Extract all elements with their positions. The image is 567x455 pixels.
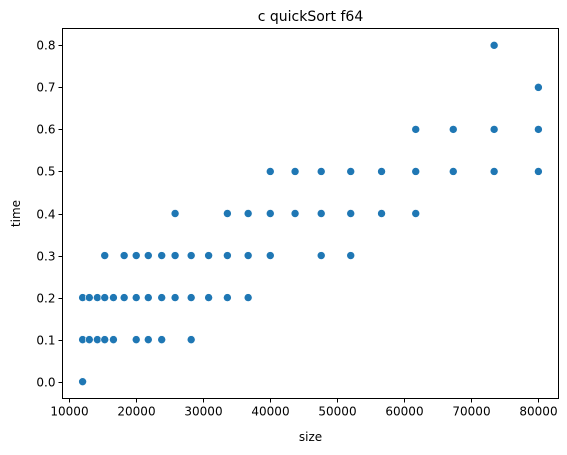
data-point (157, 251, 166, 260)
data-point (265, 167, 275, 176)
data-point (100, 293, 110, 302)
data-point (131, 293, 141, 302)
x-tick-label: 20000 (117, 405, 155, 419)
data-point (100, 251, 110, 260)
data-point (265, 209, 275, 218)
data-point (186, 251, 196, 260)
data-point (290, 167, 300, 176)
y-tick-label: 0.2 (36, 292, 55, 306)
data-point (170, 209, 180, 218)
data-point (85, 293, 94, 302)
data-point (534, 83, 543, 92)
x-axis-ticks: 10000 20000 30000 40000 50000 60000 70000 80000 (50, 398, 558, 419)
data-point (377, 167, 386, 176)
x-axis-label: size (299, 430, 322, 444)
data-point (411, 167, 421, 176)
data-point (316, 251, 326, 260)
data-point (131, 251, 141, 260)
data-point (346, 209, 356, 218)
data-point (204, 251, 213, 260)
data-point (186, 335, 196, 344)
y-tick-label: 0.1 (36, 334, 55, 348)
data-point (157, 293, 166, 302)
data-point (534, 167, 543, 176)
data-point (109, 335, 118, 344)
data-point (411, 125, 421, 134)
data-point (93, 293, 102, 302)
data-point (170, 251, 180, 260)
data-point (119, 293, 129, 302)
x-tick-label: 70000 (452, 405, 490, 419)
x-tick-label: 10000 (50, 405, 88, 419)
data-point (78, 377, 87, 386)
data-point (143, 293, 153, 302)
data-point (119, 251, 129, 260)
data-point (265, 251, 275, 260)
y-tick-label: 0.5 (36, 165, 55, 179)
data-point (143, 251, 153, 260)
data-point (411, 209, 421, 218)
data-point (243, 293, 253, 302)
data-point (534, 125, 543, 134)
data-point (243, 251, 253, 260)
y-axis-ticks: 0.0 0.1 0.2 0.3 0.4 0.5 0.6 0.7 0.8 (36, 39, 63, 390)
y-tick-label: 0.3 (36, 250, 55, 264)
y-tick-label: 0.7 (36, 81, 55, 95)
data-point (204, 293, 213, 302)
data-point (316, 209, 326, 218)
chart-title: c quickSort f64 (258, 9, 364, 25)
data-point (223, 209, 232, 218)
data-point (143, 335, 153, 344)
y-tick-label: 0.6 (36, 123, 55, 137)
data-point (223, 251, 232, 260)
x-tick-label: 60000 (385, 405, 423, 419)
x-tick-label: 40000 (251, 405, 289, 419)
data-point (109, 293, 118, 302)
y-tick-label: 0.4 (36, 208, 55, 222)
data-point (448, 125, 458, 134)
y-tick-label: 0.8 (36, 39, 55, 53)
data-point (346, 167, 356, 176)
points-layer (78, 41, 543, 386)
data-point (489, 125, 499, 134)
data-point (131, 335, 141, 344)
x-tick-label: 30000 (184, 405, 222, 419)
plot-area-frame (62, 28, 559, 399)
data-point (346, 251, 356, 260)
y-axis-label: time (9, 200, 23, 227)
data-point (100, 335, 110, 344)
data-point (489, 41, 499, 50)
data-point (223, 293, 232, 302)
data-point (489, 167, 499, 176)
x-tick-label: 50000 (318, 405, 356, 419)
data-point (170, 293, 180, 302)
data-point (448, 167, 458, 176)
data-point (243, 209, 253, 218)
data-point (85, 335, 94, 344)
y-tick-label: 0.0 (36, 376, 55, 390)
data-point (186, 293, 196, 302)
data-point (377, 209, 386, 218)
data-point (157, 335, 166, 344)
data-point (316, 167, 326, 176)
x-tick-label: 80000 (519, 405, 557, 419)
data-point (93, 335, 102, 344)
data-point (290, 209, 300, 218)
